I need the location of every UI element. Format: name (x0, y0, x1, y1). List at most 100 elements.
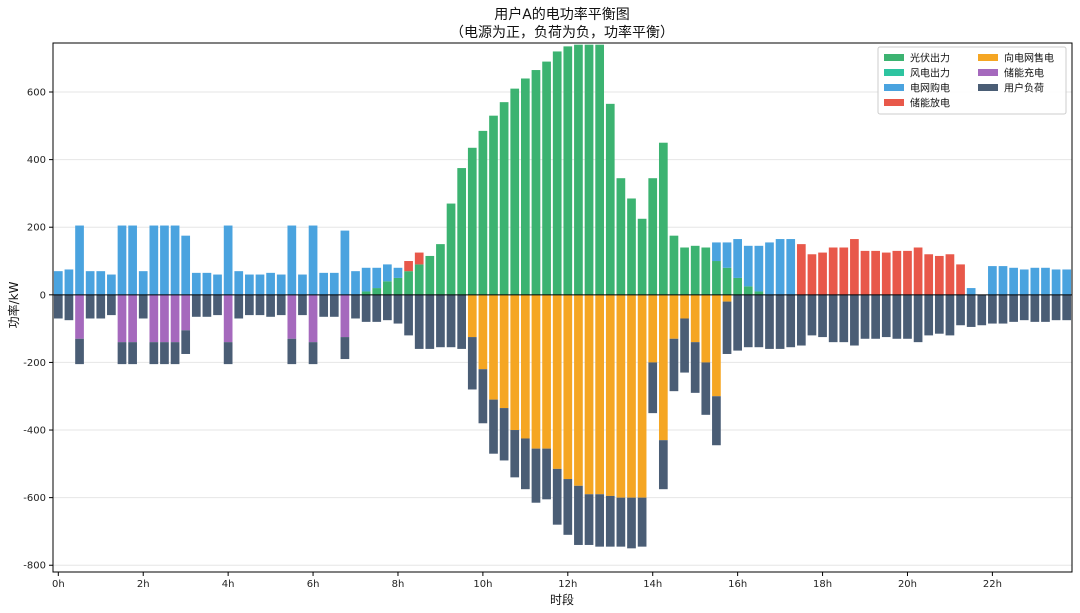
y-axis-label: 功率/kW (6, 281, 21, 328)
legend-label: 向电网售电 (1004, 52, 1054, 65)
bar-用户负荷 (489, 399, 498, 454)
bar-用户负荷 (669, 338, 679, 392)
bar-储能放电 (956, 264, 965, 295)
legend-swatch (884, 69, 904, 76)
bar-光伏出力 (383, 281, 392, 295)
bar-用户负荷 (138, 294, 148, 319)
bar-电网购电 (754, 245, 764, 292)
bar-用户负荷 (956, 294, 965, 326)
bar-光伏出力 (574, 44, 583, 295)
bar-用户负荷 (436, 294, 445, 348)
bar-光伏出力 (372, 288, 382, 295)
bar-光伏出力 (722, 267, 732, 295)
bar-电网购电 (96, 271, 106, 295)
bar-用户负荷 (945, 294, 955, 336)
bar-储能充电 (308, 294, 318, 343)
bar-向电网售电 (467, 294, 477, 338)
bar-用户负荷 (298, 294, 307, 316)
x-tick-label: 4h (222, 579, 235, 590)
bar-向电网售电 (499, 294, 509, 409)
bar-电网购电 (117, 225, 127, 295)
bar-电网购电 (181, 235, 191, 295)
bar-向电网售电 (563, 294, 573, 480)
y-tick-label: -800 (23, 561, 46, 572)
x-tick-label: 22h (983, 579, 1002, 590)
bar-用户负荷 (733, 294, 742, 351)
bar-用户负荷 (234, 294, 244, 319)
bar-光伏出力 (414, 264, 424, 295)
bar-向电网售电 (520, 294, 530, 439)
bar-用户负荷 (924, 294, 934, 336)
bar-用户负荷 (160, 342, 169, 365)
bar-电网购电 (1051, 269, 1061, 295)
x-tick-label: 14h (643, 579, 662, 590)
bar-储能放电 (913, 247, 923, 295)
bar-用户负荷 (181, 330, 191, 354)
bar-光伏出力 (489, 115, 498, 295)
bar-用户负荷 (658, 440, 668, 490)
bar-储能放电 (903, 250, 912, 295)
y-tick-label: -400 (23, 426, 46, 437)
bar-用户负荷 (213, 294, 222, 316)
bar-光伏出力 (754, 291, 764, 295)
plot-frame (52, 42, 1073, 573)
bar-光伏出力 (584, 44, 594, 295)
bar-用户负荷 (383, 294, 392, 321)
bar-储能充电 (181, 294, 191, 331)
bar-光伏出力 (446, 203, 456, 295)
bar-电网购电 (128, 225, 137, 295)
bar-储能放电 (945, 254, 955, 295)
bar-向电网售电 (616, 294, 626, 498)
bar-向电网售电 (605, 294, 615, 496)
bar-电网购电 (383, 264, 392, 282)
bar-电网购电 (998, 266, 1008, 295)
bar-储能放电 (850, 239, 859, 295)
bar-用户负荷 (595, 494, 605, 547)
bar-光伏出力 (436, 244, 445, 295)
bar-用户负荷 (170, 342, 180, 365)
bar-向电网售电 (722, 294, 732, 302)
bar-用户负荷 (775, 294, 785, 349)
bar-用户负荷 (701, 362, 711, 415)
bar-用户负荷 (361, 294, 371, 322)
bar-向电网售电 (648, 294, 658, 363)
bar-光伏出力 (404, 271, 413, 295)
bar-用户负荷 (722, 301, 732, 354)
bar-光伏出力 (648, 178, 658, 295)
bar-用户负荷 (1051, 294, 1061, 321)
x-tick-label: 8h (392, 579, 405, 590)
bar-用户负荷 (128, 342, 137, 365)
bar-用户负荷 (552, 468, 562, 525)
bar-电网购电 (393, 267, 403, 278)
bar-向电网售电 (542, 294, 551, 449)
bar-电网购电 (138, 271, 148, 295)
bar-用户负荷 (1019, 294, 1029, 321)
bar-储能充电 (128, 294, 137, 343)
bar-光伏出力 (552, 51, 562, 295)
bar-电网购电 (1062, 269, 1072, 295)
bar-向电网售电 (552, 294, 562, 469)
bar-光伏出力 (605, 103, 615, 295)
bar-电网购电 (319, 272, 329, 295)
bar-向电网售电 (584, 294, 594, 495)
bar-光伏出力 (531, 70, 541, 295)
bar-电网购电 (775, 239, 785, 295)
legend-label: 储能放电 (910, 97, 950, 110)
bar-电网购电 (966, 288, 976, 295)
bar-用户负荷 (96, 294, 106, 319)
bar-电网购电 (245, 274, 254, 295)
bar-电网购电 (765, 242, 774, 295)
y-tick-label: -600 (23, 493, 46, 504)
bar-储能充电 (170, 294, 180, 343)
legend-label: 储能充电 (1004, 67, 1044, 80)
bar-电网购电 (1030, 267, 1040, 295)
bar-光伏出力 (520, 78, 530, 295)
chart-title: 用户A的电功率平衡图 (494, 6, 630, 23)
bar-向电网售电 (574, 294, 583, 486)
bar-用户负荷 (531, 448, 541, 503)
bar-用户负荷 (892, 294, 902, 339)
bar-用户负荷 (1041, 294, 1050, 322)
bar-储能放电 (828, 247, 838, 295)
bar-光伏出力 (563, 46, 573, 295)
